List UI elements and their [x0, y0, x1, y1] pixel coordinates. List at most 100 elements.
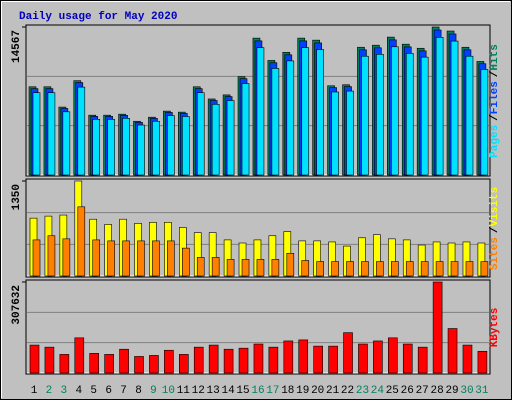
y-tick-label: 1350 — [11, 184, 23, 210]
x-tick-label: 26 — [401, 385, 414, 397]
bar — [167, 115, 175, 176]
bar — [77, 86, 86, 176]
bar — [107, 240, 115, 277]
bar — [152, 240, 160, 277]
bar — [477, 350, 488, 374]
legend-entry: Sites — [489, 237, 501, 270]
x-tick-label: 24 — [371, 385, 385, 397]
bar — [298, 339, 309, 374]
x-tick-label: 23 — [356, 385, 369, 397]
legend: Sites /Visits — [489, 187, 501, 270]
x-tick-label: 7 — [120, 385, 127, 397]
bar — [432, 281, 443, 374]
bar — [104, 354, 114, 374]
bar — [182, 247, 190, 277]
bar — [346, 261, 354, 277]
bar — [253, 343, 264, 374]
legend: Pages/Files/Hits — [489, 44, 501, 158]
x-tick-label: 13 — [207, 385, 220, 397]
x-tick-label: 14 — [221, 385, 235, 397]
bar — [480, 69, 489, 176]
bar — [92, 239, 101, 277]
bar — [211, 257, 220, 277]
bar — [417, 346, 428, 374]
bar — [271, 259, 280, 277]
bar — [343, 332, 353, 374]
bar — [226, 259, 235, 277]
x-tick-label: 9 — [150, 385, 157, 397]
bar — [137, 240, 145, 277]
x-tick-label: 12 — [192, 385, 205, 397]
x-tick-label: 22 — [341, 385, 354, 397]
bar — [391, 261, 399, 277]
legend-separator: / — [489, 70, 501, 77]
bar — [32, 92, 41, 176]
bar — [77, 206, 86, 277]
x-tick-label: 25 — [386, 385, 399, 397]
bar — [435, 37, 444, 176]
legend-entry: Files — [489, 81, 501, 114]
x-tick-label: 15 — [236, 385, 249, 397]
bar — [376, 53, 384, 176]
bar — [391, 46, 399, 176]
x-tick-label: 8 — [135, 385, 142, 397]
bar — [480, 261, 489, 277]
bar — [465, 261, 474, 277]
bar — [44, 346, 55, 374]
x-tick-label: 10 — [162, 385, 175, 397]
bar — [376, 261, 384, 277]
legend-entry: KBytes — [489, 308, 501, 348]
bar — [373, 340, 383, 374]
bar — [283, 340, 294, 374]
x-tick-label: 27 — [416, 385, 429, 397]
x-tick-label: 4 — [75, 385, 82, 397]
bar — [465, 55, 474, 176]
legend-separator: / — [489, 226, 501, 233]
bar — [47, 235, 56, 277]
bar — [193, 346, 204, 374]
bar — [47, 92, 56, 176]
x-tick-label: 2 — [46, 385, 53, 397]
bar — [149, 355, 159, 374]
bar — [435, 261, 444, 277]
bar — [256, 47, 265, 176]
bar — [331, 261, 339, 277]
bar — [182, 116, 190, 176]
bar — [301, 47, 310, 176]
bar — [313, 345, 323, 374]
bar — [358, 343, 368, 374]
bar — [462, 344, 473, 374]
bar — [316, 261, 324, 277]
x-tick-label: 6 — [105, 385, 112, 397]
bar — [107, 119, 115, 176]
legend-entry: Pages — [489, 125, 501, 158]
legend-separator: / — [489, 114, 501, 121]
y-tick-label: 307632 — [11, 285, 23, 325]
bar — [316, 49, 324, 176]
bar — [122, 118, 130, 176]
bar — [286, 60, 295, 176]
bar — [62, 111, 71, 176]
bar — [226, 100, 235, 176]
x-tick-label: 21 — [326, 385, 340, 397]
bar — [179, 354, 189, 374]
bar — [238, 347, 249, 374]
bar — [92, 119, 101, 176]
bar — [420, 261, 429, 277]
bar — [134, 356, 144, 374]
x-tick-label: 16 — [251, 385, 264, 397]
bar — [74, 337, 85, 374]
bar — [196, 92, 205, 176]
bar — [328, 345, 338, 374]
bar — [167, 240, 175, 277]
bar — [208, 344, 219, 374]
x-tick-label: 29 — [445, 385, 458, 397]
legend-entry: Hits — [489, 44, 501, 70]
bar — [388, 337, 398, 374]
bar — [211, 103, 220, 176]
bar — [119, 348, 129, 374]
bar — [361, 261, 369, 277]
bar — [450, 40, 459, 176]
bar — [268, 346, 279, 374]
